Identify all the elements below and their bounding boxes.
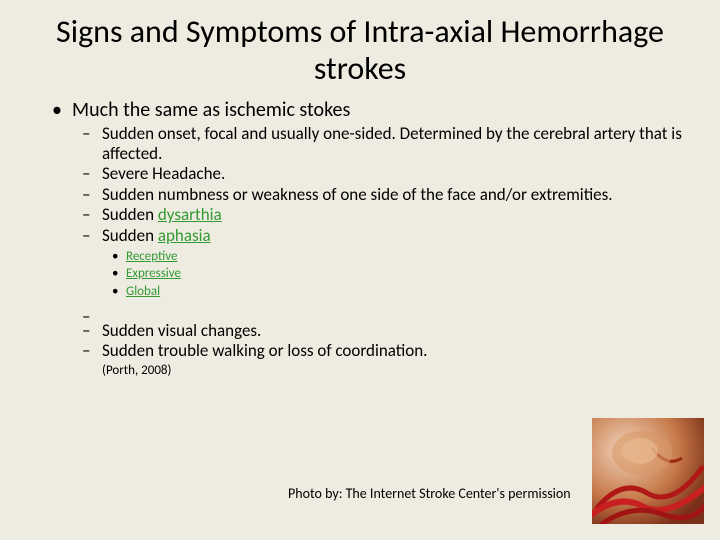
lvl2-text-prefix: Sudden: [102, 225, 158, 246]
bullet-lvl2: Sudden numbness or weakness of one side …: [72, 185, 690, 205]
stroke-artery-image: [592, 418, 704, 524]
spacer: [72, 307, 690, 321]
bullet-lvl3: Global: [102, 283, 690, 301]
lvl2-text-prefix: Sudden: [102, 204, 158, 225]
bullet-lvl3: Expressive: [102, 265, 690, 283]
bullet-lvl2: Sudden onset, focal and usually one-side…: [72, 124, 690, 165]
bullet-lvl2: Severe Headache.: [72, 164, 690, 184]
lvl1-text: Much the same as ischemic stokes: [72, 98, 350, 122]
aphasia-link[interactable]: aphasia: [158, 225, 211, 246]
dysarthia-link[interactable]: dysarthia: [158, 204, 222, 225]
bullet-lvl2: Sudden trouble walking or loss of coordi…: [72, 341, 690, 361]
photo-credit: Photo by: The Internet Stroke Center's p…: [288, 486, 588, 503]
citation: (Porth, 2008): [72, 363, 690, 378]
slide-content: Much the same as ischemic stokes Sudden …: [0, 98, 720, 379]
bullet-lvl2: Sudden visual changes.: [72, 321, 690, 341]
slide-title: Signs and Symptoms of Intra-axial Hemorr…: [0, 0, 720, 98]
bullet-lvl2: Sudden aphasia Receptive Expressive Glob…: [72, 226, 690, 301]
receptive-link[interactable]: Receptive: [126, 249, 178, 264]
bullet-lvl1: Much the same as ischemic stokes Sudden …: [46, 98, 690, 379]
bullet-lvl2: Sudden dysarthia: [72, 205, 690, 225]
global-link[interactable]: Global: [126, 284, 160, 299]
bullet-lvl3: Receptive: [102, 248, 690, 266]
expressive-link[interactable]: Expressive: [126, 266, 181, 281]
